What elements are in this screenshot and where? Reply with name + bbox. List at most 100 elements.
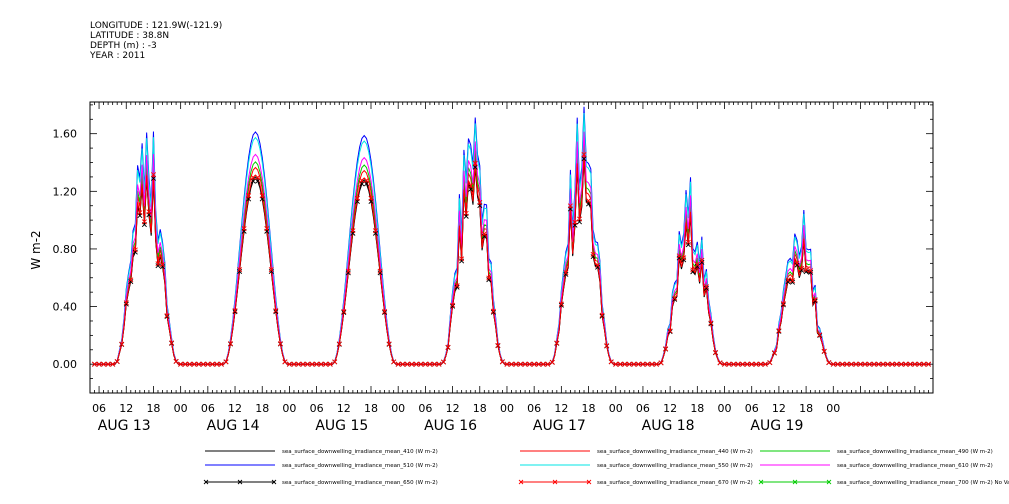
series-marker — [703, 284, 709, 290]
series-marker — [518, 361, 524, 367]
series-marker — [549, 359, 555, 365]
series-marker — [141, 219, 147, 225]
series-marker — [907, 361, 913, 367]
series-marker — [146, 209, 152, 215]
series-marker — [178, 361, 184, 367]
series-marker — [676, 253, 682, 259]
x-tick-label: 06 — [201, 402, 215, 415]
x-tick-label: 06 — [418, 402, 432, 415]
x-day-label: AUG 16 — [424, 418, 477, 434]
legend-label: sea_surface_downwelling_irradiance_mean_… — [597, 480, 753, 486]
series-marker — [862, 361, 868, 367]
series-marker — [839, 361, 845, 367]
series-marker — [350, 228, 356, 234]
series-marker — [246, 193, 252, 199]
series-marker — [789, 279, 796, 285]
series-marker — [286, 361, 292, 367]
x-tick-label: 00 — [174, 402, 188, 415]
series-marker — [694, 261, 700, 268]
series-marker — [182, 361, 188, 367]
series-marker — [169, 340, 175, 346]
x-tick-label: 12 — [228, 402, 242, 415]
legend-marker — [518, 479, 524, 485]
legend-marker — [826, 479, 832, 485]
legend-label: sea_surface_downwelling_irradiance_mean_… — [837, 463, 993, 469]
legend-marker — [758, 479, 764, 485]
series-marker — [694, 263, 700, 270]
x-tick-label: 00 — [609, 402, 623, 415]
series-marker — [703, 285, 709, 291]
series-marker — [785, 279, 791, 285]
series-marker — [762, 361, 768, 367]
x-tick-label: 00 — [718, 402, 732, 415]
series-marker — [663, 346, 669, 352]
series-marker — [404, 361, 410, 367]
series-marker — [708, 320, 714, 326]
legend-label: sea_surface_downwelling_irradiance_mean_… — [837, 480, 1009, 486]
x-tick-label: 18 — [146, 402, 160, 415]
series-marker — [205, 361, 211, 367]
x-tick-label: 00 — [391, 402, 405, 415]
series-marker — [450, 303, 456, 309]
x-day-label: AUG 13 — [98, 418, 151, 434]
series-marker — [672, 296, 678, 302]
series-marker — [794, 262, 800, 268]
series-marker — [726, 361, 732, 367]
series-marker — [844, 361, 850, 367]
series-marker — [318, 361, 324, 367]
series-marker — [413, 361, 419, 367]
series-marker — [382, 308, 388, 315]
x-tick-label: 00 — [500, 402, 514, 415]
series-marker — [431, 361, 438, 367]
series-marker — [196, 361, 202, 367]
series-marker — [237, 267, 243, 273]
series-marker — [359, 177, 365, 183]
series-marker — [667, 328, 673, 334]
series-marker — [440, 359, 447, 365]
series-marker — [472, 164, 478, 170]
series-marker — [753, 361, 759, 367]
series-marker — [255, 178, 261, 184]
series-marker — [227, 341, 234, 347]
legend-label: sea_surface_downwelling_irradiance_mean_… — [597, 449, 753, 455]
series-marker — [581, 151, 587, 158]
series-marker — [799, 265, 805, 271]
series-marker — [450, 302, 456, 308]
series-marker — [255, 174, 261, 180]
series-marker — [486, 277, 492, 283]
series-marker — [508, 361, 515, 367]
header-info: LONGITUDE : 121.9W(-121.9) LATITUDE : 38… — [90, 21, 222, 61]
x-tick-label: 12 — [663, 402, 677, 415]
series-marker — [96, 361, 102, 367]
series-marker — [599, 312, 605, 318]
series-marker — [631, 361, 637, 367]
series-marker — [540, 361, 546, 367]
series-marker — [912, 361, 918, 367]
series-marker — [649, 361, 655, 367]
series-marker — [622, 361, 628, 367]
series-marker — [463, 210, 469, 216]
series-marker — [780, 301, 786, 307]
series-marker — [128, 279, 134, 285]
series-marker — [418, 361, 424, 367]
y-tick-label: 0.40 — [53, 301, 78, 314]
series-marker — [445, 344, 451, 350]
series-marker — [681, 255, 687, 261]
series-marker — [812, 298, 818, 304]
series-marker — [604, 343, 610, 349]
legend-label: sea_surface_downwelling_irradiance_mean_… — [282, 449, 438, 455]
series-marker — [427, 361, 433, 367]
series-marker — [101, 361, 107, 367]
series-marker — [590, 251, 596, 257]
series-marker — [717, 360, 723, 366]
series-marker — [391, 359, 397, 365]
series-marker — [608, 359, 614, 365]
series-marker — [653, 361, 660, 367]
x-day-label: AUG 18 — [642, 418, 695, 434]
series-marker — [676, 255, 682, 261]
series-marker — [545, 361, 551, 367]
series-marker — [563, 270, 569, 276]
series-marker — [110, 361, 116, 367]
series-marker — [876, 361, 882, 367]
series-marker — [513, 361, 519, 367]
